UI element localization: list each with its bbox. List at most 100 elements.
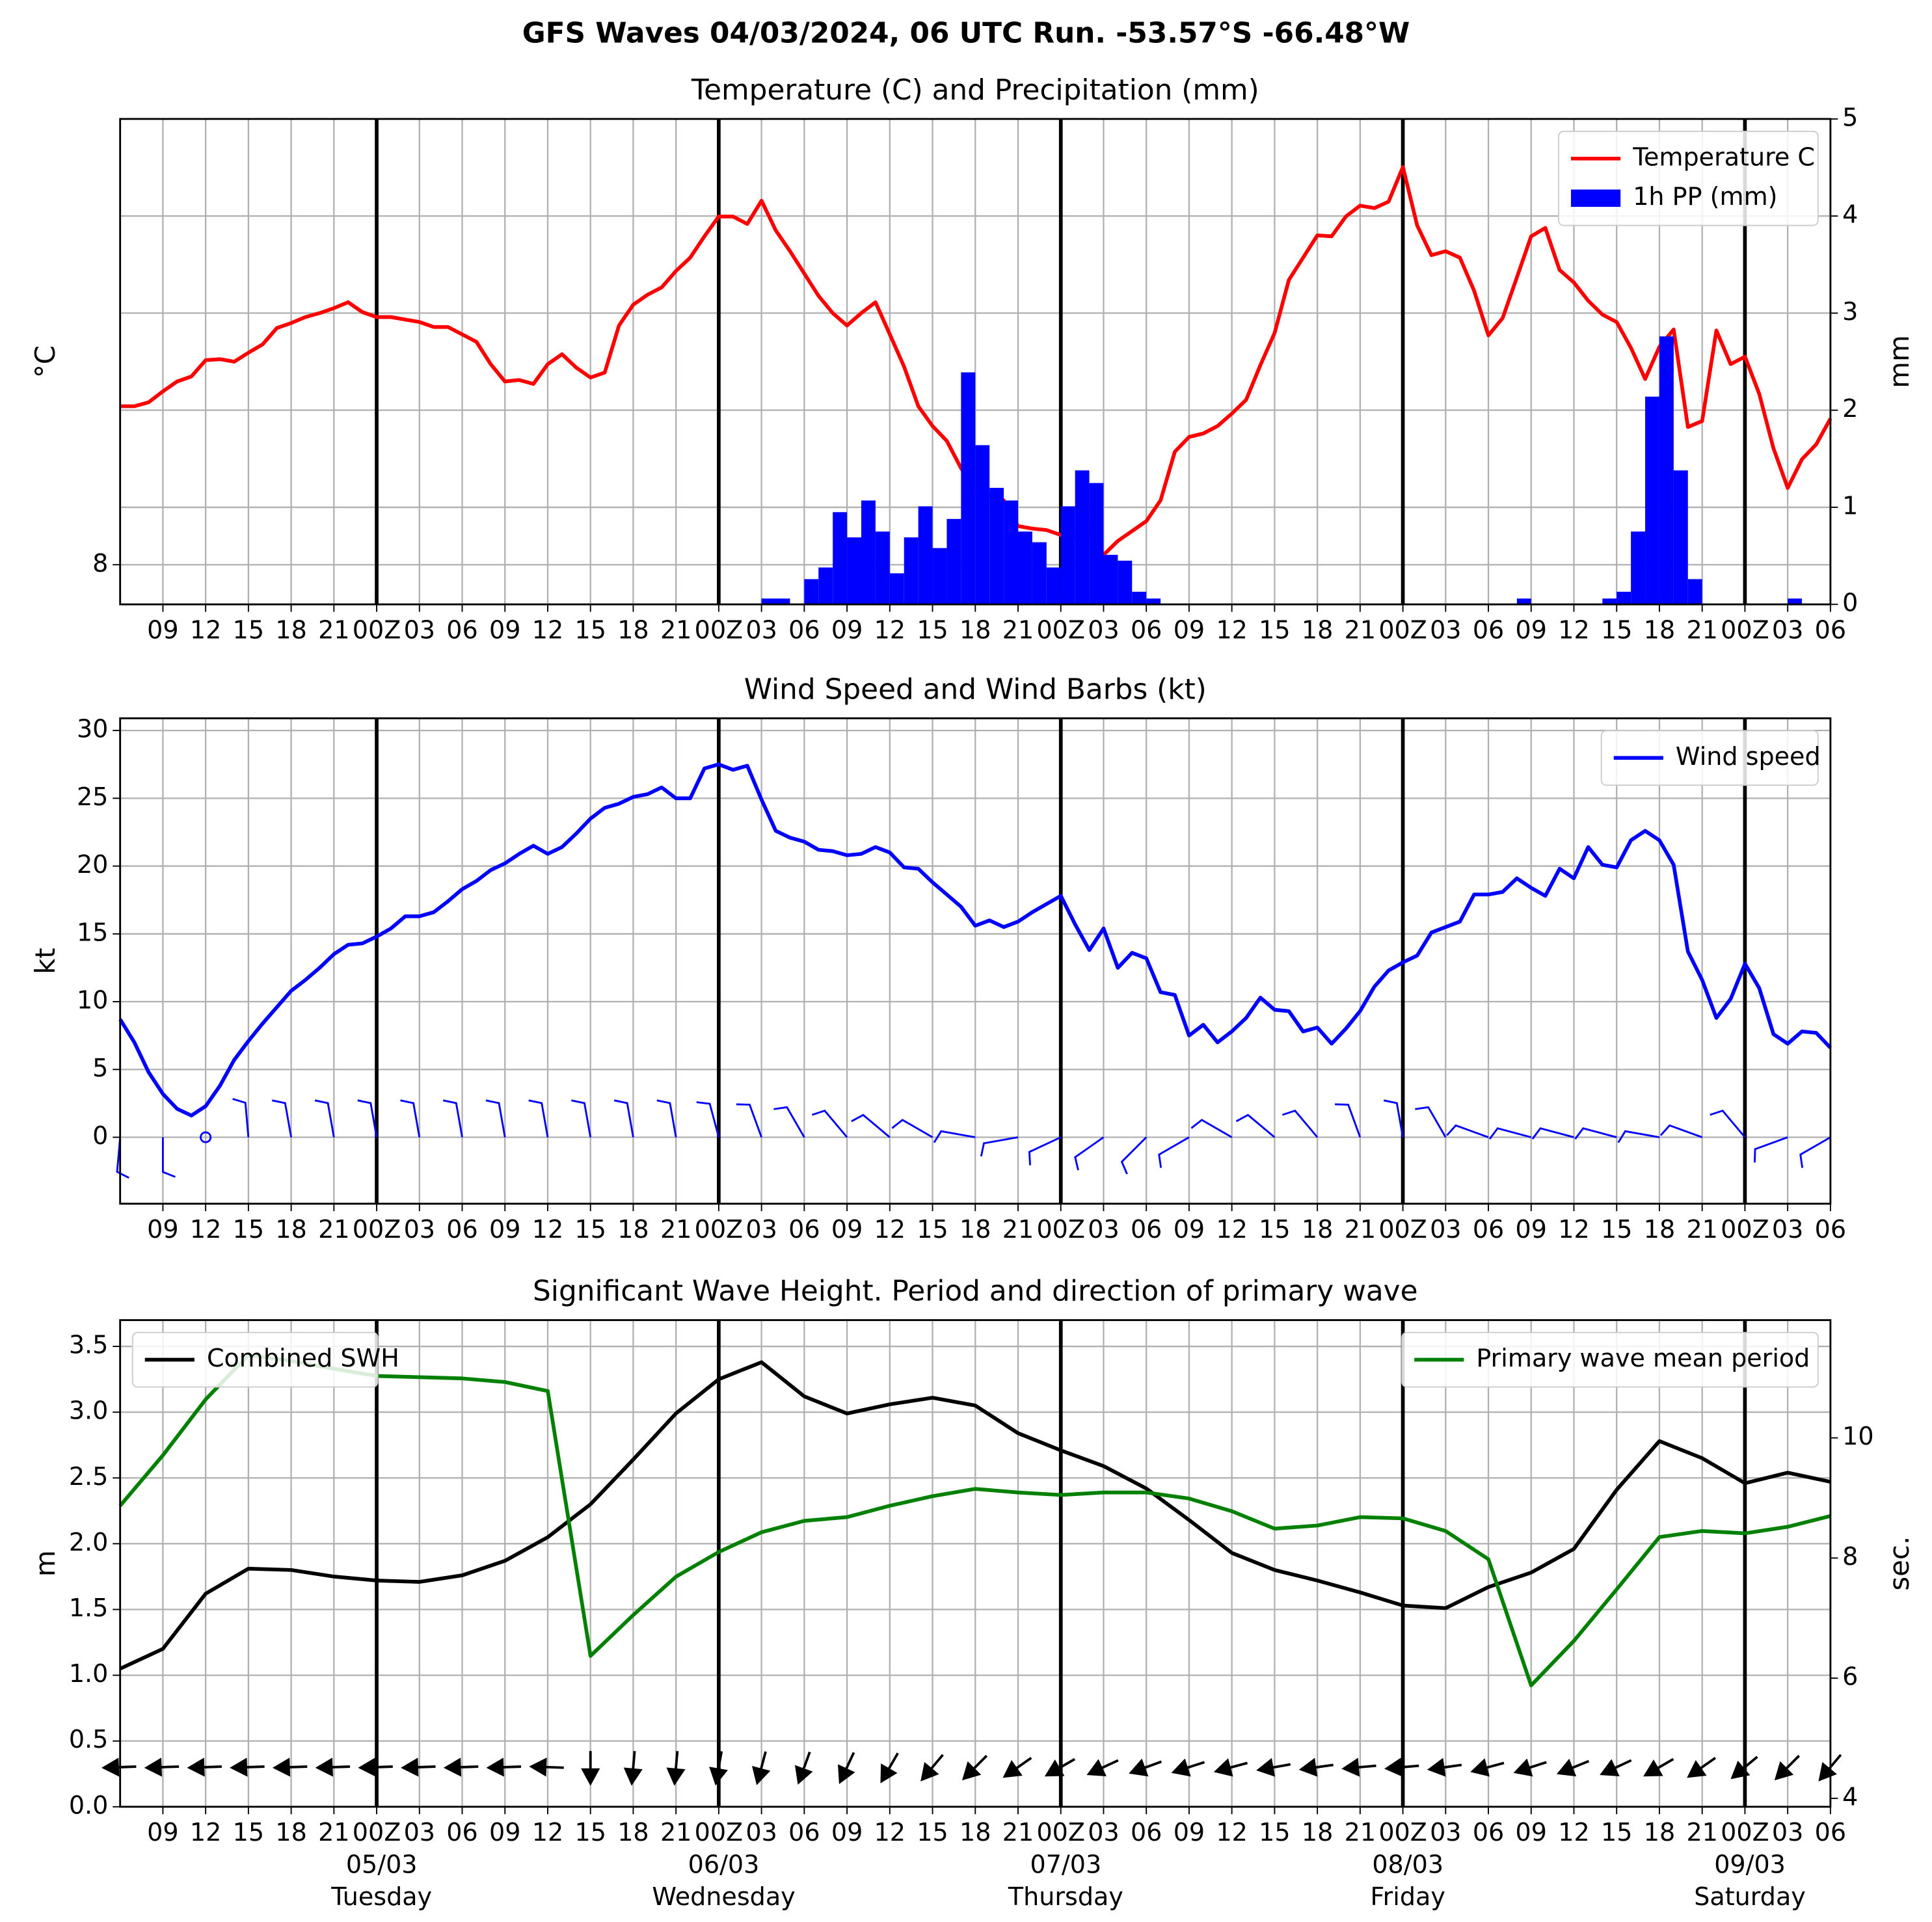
date-label: 07/03: [1030, 1850, 1102, 1879]
wave-arrow: [581, 1751, 600, 1786]
x-tick-label: 15: [233, 1215, 264, 1244]
x-tick-label: 06: [788, 1215, 820, 1244]
x-tick-label: 15: [574, 1215, 606, 1244]
x-tick-label: 15: [1259, 616, 1290, 645]
wave-arrow: [1384, 1757, 1419, 1777]
x-tick-label: 03: [745, 1818, 777, 1847]
x-tick-label: 00Z: [1378, 1215, 1427, 1244]
bar: [1018, 531, 1032, 605]
x-tick-label: 12: [190, 1215, 221, 1244]
legend-swatch: [1571, 189, 1621, 207]
y-tick-label: 2.5: [69, 1462, 109, 1491]
x-tick-label: 21: [318, 1818, 349, 1847]
bar: [1617, 591, 1631, 605]
bar: [775, 598, 790, 605]
wave-arrow: [794, 1751, 813, 1785]
x-tick-label: 12: [1558, 616, 1589, 645]
bar: [989, 488, 1004, 605]
x-tick-label: 21: [1345, 1818, 1376, 1847]
chart-title: Significant Wave Height. Period and dire…: [533, 1275, 1417, 1308]
bar: [861, 500, 876, 605]
wave-arrow: [187, 1757, 222, 1777]
bar: [1075, 470, 1090, 605]
bar: [1602, 598, 1617, 605]
y-tick-label: 20: [77, 850, 108, 879]
wind-barb: [613, 1099, 634, 1138]
bar: [1118, 561, 1133, 605]
wind-barb: [442, 1099, 463, 1138]
y2-tick-label: 3: [1842, 297, 1858, 326]
wind-barb: [1659, 1124, 1703, 1138]
wind-barb: [485, 1099, 506, 1138]
x-tick-label: 00Z: [1378, 616, 1427, 645]
wind-barb: [1415, 1106, 1447, 1138]
x-tick-label: 18: [959, 1215, 991, 1244]
x-tick-label: 18: [617, 1818, 649, 1847]
wind-barb: [116, 1137, 129, 1179]
x-tick-label: 03: [1772, 616, 1803, 645]
y-tick-label: 5: [92, 1054, 108, 1082]
wind-barb: [1617, 1130, 1660, 1143]
x-tick-label: 12: [874, 1215, 906, 1244]
date-label: 06/03: [688, 1850, 760, 1879]
date-label: 09/03: [1714, 1850, 1786, 1879]
bar: [932, 548, 947, 605]
x-tick-label: 06: [1131, 616, 1162, 645]
x-tick-label: 21: [1345, 1215, 1376, 1244]
x-tick-label: 00Z: [695, 616, 744, 645]
wave-arrow: [1086, 1759, 1119, 1776]
wave-arrow: [920, 1754, 944, 1782]
bar: [847, 537, 861, 605]
wind-barb: [1753, 1136, 1788, 1163]
y-tick-label: 0: [92, 1121, 108, 1150]
wave-arrow: [486, 1757, 522, 1777]
x-tick-label: 21: [1345, 616, 1376, 645]
suptitle: GFS Waves 04/03/2024, 06 UTC Run. -53.57…: [522, 16, 1410, 49]
date-label: 08/03: [1372, 1850, 1443, 1879]
x-tick-label: 18: [617, 1215, 649, 1244]
bar: [761, 598, 776, 605]
x-tick-label: 12: [190, 1818, 221, 1847]
wave-arrow: [1687, 1757, 1717, 1778]
wave-arrow: [272, 1757, 308, 1777]
line: [118, 762, 1832, 1117]
x-tick-label: 21: [660, 1818, 691, 1847]
wave-arrow: [1171, 1758, 1205, 1777]
y-tick-label: 30: [77, 715, 108, 743]
x-tick-label: 06: [1473, 616, 1504, 645]
wave-arrow: [880, 1752, 899, 1783]
x-tick-label: 18: [1644, 1215, 1675, 1244]
wind-barb: [1446, 1124, 1489, 1138]
wind-barb: [891, 1119, 933, 1138]
bar: [1645, 396, 1659, 605]
y-tick-label: 15: [77, 918, 108, 946]
x-tick-label: 21: [660, 616, 691, 645]
x-tick-label: 12: [1558, 1818, 1589, 1847]
wind-barb: [980, 1136, 1019, 1157]
wind-barb: [271, 1099, 293, 1138]
wave-arrow: [1513, 1758, 1547, 1777]
bar: [1046, 567, 1061, 605]
bar: [1132, 591, 1147, 605]
wave-arrow: [709, 1751, 728, 1786]
x-tick-label: 15: [917, 616, 948, 645]
wave-arrow: [1470, 1758, 1505, 1777]
wave-arrow: [1298, 1757, 1334, 1777]
x-tick-label: 21: [1002, 1818, 1034, 1847]
y-tick-label: 25: [77, 782, 108, 811]
y2-tick-label: 1: [1842, 491, 1858, 520]
y-axis-label: kt: [29, 948, 61, 974]
x-tick-label: 00Z: [1721, 616, 1769, 645]
bar: [904, 537, 919, 605]
wind-barb: [1028, 1136, 1062, 1166]
wind-barb: [1335, 1103, 1362, 1138]
x-tick-label: 00Z: [695, 1215, 744, 1244]
y2-tick-label: 4: [1842, 200, 1858, 229]
bar: [1687, 579, 1702, 605]
legend-label: Combined SWH: [207, 1344, 399, 1372]
x-tick-label: 00Z: [353, 616, 401, 645]
wind-barb: [1235, 1114, 1276, 1138]
wave-arrow: [1129, 1758, 1162, 1777]
wind-barb: [736, 1103, 762, 1138]
